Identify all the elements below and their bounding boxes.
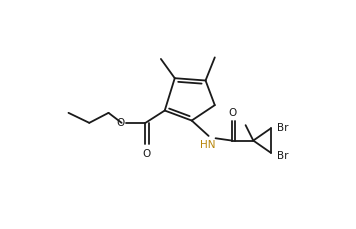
Text: O: O (116, 117, 125, 128)
Text: Br: Br (277, 150, 289, 161)
Text: HN: HN (200, 139, 216, 149)
Text: Br: Br (277, 123, 289, 133)
Text: O: O (229, 108, 237, 118)
Text: O: O (142, 149, 150, 158)
